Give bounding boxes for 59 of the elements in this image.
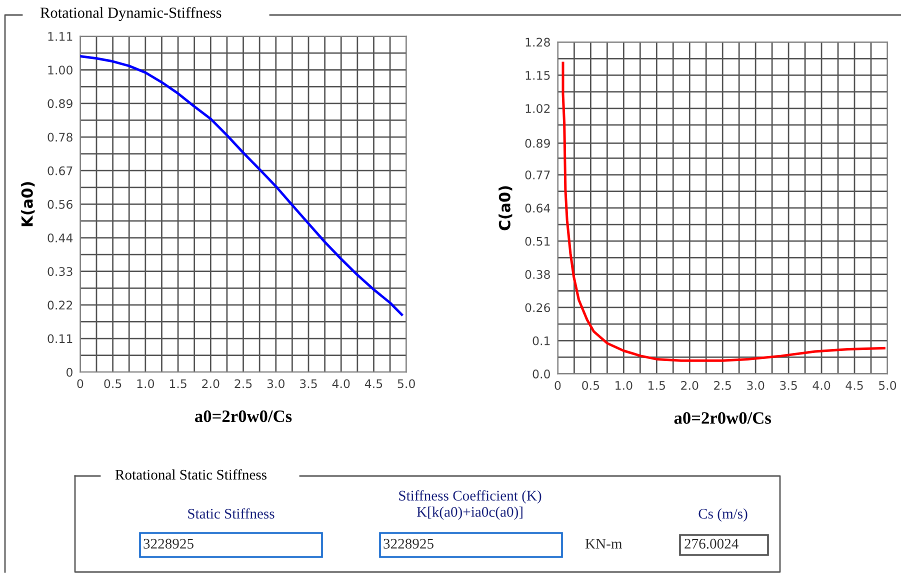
x-tick-label: 1.5 (648, 381, 666, 390)
y-tick-label: 0.0 (532, 370, 550, 378)
y-tick-label: 0.77 (525, 170, 550, 180)
y-axis-title: C(a0) (498, 186, 512, 230)
x-tick-label: 0.5 (104, 379, 122, 388)
x-tick-label: 0.5 (582, 380, 600, 390)
x-tick-label: 2.0 (202, 379, 220, 388)
line-series (80, 55, 404, 316)
y-tick-label: 1.11 (48, 32, 72, 41)
y-tick-label: 0 (66, 368, 72, 377)
x-tick-label: 2.0 (681, 380, 698, 390)
x-tick-label: 0 (77, 379, 84, 388)
text: 3228925 (144, 538, 194, 549)
y-tick-label: 0.26 (525, 303, 550, 312)
text: Static Stiffness (188, 508, 274, 519)
y-tick-label: 0.38 (525, 270, 550, 279)
y-tick-label: 0.89 (48, 99, 72, 108)
y-tick-label: 0.11 (48, 334, 72, 344)
text: KN-m (585, 538, 622, 549)
line-series (562, 62, 886, 362)
x-axis-title: a0=2r0w0/Cs (674, 412, 772, 424)
text: 276.0024 (684, 538, 738, 549)
x-tick-label: 3.5 (300, 379, 317, 388)
x-tick-label: 5.0 (879, 380, 896, 390)
x-tick-label: 5.0 (398, 379, 415, 388)
chart-title: Rotational Dynamic-Stiffness (40, 6, 222, 22)
x-tick-label: 4.5 (846, 381, 863, 390)
x-tick-label: 1.0 (137, 379, 154, 388)
x-tick-label: 0 (554, 380, 561, 390)
x-axis-title: a0=2r0w0/Cs (195, 410, 292, 422)
x-tick-label: 2.5 (234, 379, 252, 388)
text: Rotational Static Stiffness (115, 469, 267, 480)
y-tick-label: 0.64 (525, 204, 550, 213)
y-tick-label: 0.22 (48, 300, 72, 310)
y-tick-label: 0.78 (48, 132, 72, 142)
y-tick-label: 0.1 (532, 336, 550, 346)
x-tick-label: 1.0 (616, 380, 632, 390)
x-tick-label: 4.0 (812, 380, 830, 390)
y-tick-label: 1.00 (48, 66, 72, 75)
x-tick-label: 3.0 (747, 380, 764, 390)
y-tick-label: 0.33 (48, 267, 72, 276)
y-axis-title: K(a0) (21, 182, 35, 226)
text: Cs (m/s) (698, 508, 748, 522)
x-tick-label: 3.0 (267, 379, 284, 388)
x-tick-label: 2.5 (714, 380, 731, 390)
y-tick-label: 1.15 (526, 71, 550, 80)
x-tick-label: 4.0 (332, 379, 350, 388)
x-tick-label: 3.5 (780, 380, 797, 390)
y-tick-label: 1.28 (526, 38, 550, 47)
y-tick-label: 0.44 (48, 233, 73, 242)
x-tick-label: 4.5 (364, 379, 382, 388)
y-tick-label: 0.67 (48, 166, 72, 176)
text: Stiffness Coefficient (K) K[k(a0)+ia0c(a0)] (399, 490, 542, 520)
y-tick-label: 0.89 (525, 138, 550, 148)
y-tick-label: 1.02 (526, 104, 550, 114)
x-tick-label: 1.5 (170, 379, 186, 388)
y-tick-label: 0.51 (525, 236, 550, 246)
y-tick-label: 0.56 (48, 200, 72, 209)
text: 3228925 (384, 538, 434, 549)
